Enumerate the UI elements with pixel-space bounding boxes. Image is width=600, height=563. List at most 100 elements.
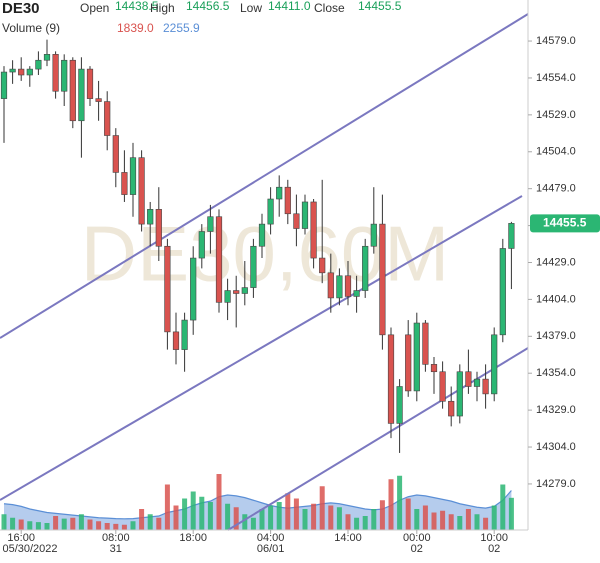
volume-bar <box>164 484 170 530</box>
candle-body <box>491 334 498 395</box>
volume-bar <box>190 491 196 530</box>
volume-bar <box>371 509 377 530</box>
candle-body <box>508 223 515 249</box>
volume-bar <box>362 516 368 530</box>
volume-bar <box>508 497 514 530</box>
volume-value: 1839.0 <box>117 21 154 35</box>
ohlc-label: Open <box>80 1 109 15</box>
candle-body <box>26 68 33 76</box>
candle-body <box>147 209 154 225</box>
volume-bar <box>1 514 7 530</box>
candle-body <box>405 334 412 392</box>
volume-bar <box>465 509 471 530</box>
volume-bar <box>457 516 463 530</box>
volume-bar <box>35 522 41 530</box>
ohlc-label: High <box>150 1 175 15</box>
volume-bar <box>113 523 119 530</box>
volume-bar <box>276 502 282 530</box>
volume-bar <box>242 514 248 530</box>
candle-body <box>344 275 352 297</box>
y-tick-label: 14354.0 <box>536 367 576 379</box>
candle-body <box>18 68 25 76</box>
candle-body <box>207 216 214 232</box>
candle-body <box>336 275 343 299</box>
candle-body <box>387 334 395 424</box>
y-tick-label: 14504.0 <box>536 146 576 158</box>
candle-body <box>129 157 137 195</box>
candle-body <box>499 248 506 336</box>
x-tick-label: 08:00 <box>102 532 130 544</box>
candle-body <box>448 400 455 417</box>
candle-body <box>35 59 42 70</box>
volume-bar <box>87 519 93 530</box>
volume-bar <box>10 517 16 530</box>
channel-lines <box>0 13 529 531</box>
volume-bar <box>431 512 437 530</box>
y-tick-label: 14329.0 <box>536 404 576 416</box>
volume-ma-value: 2255.9 <box>163 21 200 35</box>
volume-bar <box>225 503 231 530</box>
volume-bar <box>139 509 145 530</box>
candle-body <box>379 223 386 336</box>
candle-body <box>293 213 300 229</box>
candle-body <box>456 371 463 417</box>
candle-body <box>439 371 446 402</box>
candle-body <box>95 98 102 102</box>
volume-bar <box>147 514 153 530</box>
y-tick-label: 14429.0 <box>536 256 576 268</box>
candle-body <box>0 71 8 99</box>
x-tick-label: 14:00 <box>334 532 362 544</box>
y-tick-label: 14579.0 <box>536 35 576 47</box>
volume-layer <box>1 474 514 530</box>
y-tick-label: 14379.0 <box>536 330 576 342</box>
volume-bar <box>319 486 325 530</box>
x-date-label: 05/30/2022 <box>2 543 57 555</box>
ohlc-label: Low <box>240 1 262 15</box>
channel-line <box>0 195 523 501</box>
candle-body <box>155 209 162 247</box>
candle-body <box>43 54 51 61</box>
x-date-label: 02 <box>488 543 500 555</box>
candle-body <box>198 231 205 259</box>
volume-bar <box>311 503 317 530</box>
candle-body <box>86 68 94 99</box>
volume-bar <box>354 517 360 530</box>
volume-bar <box>44 523 50 530</box>
y-tick-label: 14404.0 <box>536 293 576 305</box>
candle-body <box>430 364 438 373</box>
channel-line <box>0 13 529 339</box>
volume-bar <box>414 509 420 530</box>
candle-body <box>276 186 283 200</box>
x-date-label: 02 <box>411 543 423 555</box>
volume-title: Volume (9) <box>2 21 60 35</box>
candle-body <box>190 257 197 321</box>
ohlc-value: 14455.5 <box>358 0 402 13</box>
volume-bar <box>448 514 454 530</box>
candle-body <box>138 157 145 225</box>
candle-body <box>353 290 360 297</box>
volume-bar <box>422 505 428 530</box>
candle-body <box>215 216 223 303</box>
candle-body <box>9 68 16 73</box>
volume-bar <box>104 523 110 530</box>
volume-bar <box>216 474 222 530</box>
candle-body <box>301 201 309 229</box>
volume-bar <box>96 521 102 530</box>
candles <box>0 39 515 453</box>
volume-bar <box>250 517 256 530</box>
candle-body <box>413 322 420 392</box>
volume-bar <box>130 521 136 530</box>
volume-bar <box>397 475 403 530</box>
symbol-title: DE30 <box>2 0 40 17</box>
candle-body <box>181 319 188 350</box>
volume-bar <box>268 505 274 530</box>
x-tick-label: 00:00 <box>403 532 431 544</box>
x-date-label: 31 <box>110 543 122 555</box>
ohlc-value: 14438.5 <box>115 0 159 13</box>
candle-body <box>172 331 180 350</box>
volume-bar <box>233 507 239 530</box>
y-tick-label: 14279.0 <box>536 478 576 490</box>
volume-bar <box>491 505 497 530</box>
candle-body <box>267 198 274 225</box>
